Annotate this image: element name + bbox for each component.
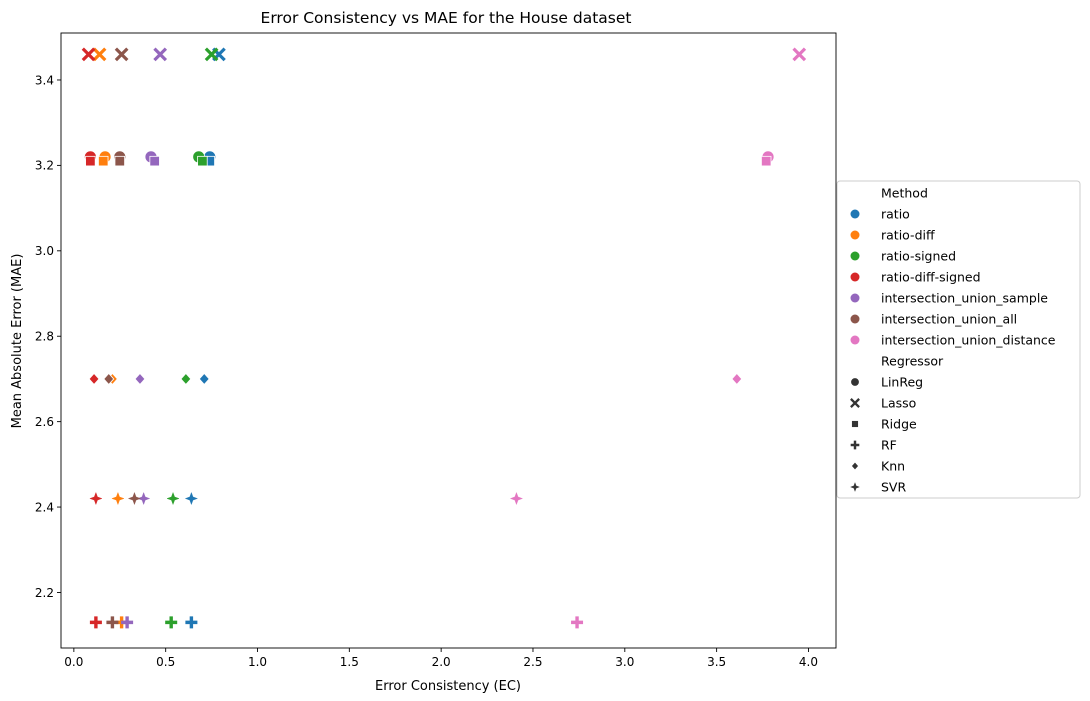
x-tick-label: 2.5	[523, 655, 542, 669]
legend-marker-lasso	[850, 398, 860, 408]
data-point-intersection_union_all-lasso	[114, 47, 129, 62]
legend-item-ratio-diff: ratio-diff	[881, 228, 935, 243]
chart-title: Error Consistency vs MAE for the House d…	[261, 9, 632, 27]
legend-marker-knn	[850, 461, 860, 471]
data-point-ratio-diff-ridge	[98, 155, 109, 167]
data-point-ratio-diff-signed-knn	[88, 372, 100, 386]
x-tick-label: 3.0	[615, 655, 634, 669]
data-point-intersection_union_all-ridge	[114, 155, 125, 167]
legend-item-intersection_union_sample: intersection_union_sample	[881, 291, 1048, 306]
data-point-ratio-diff-signed-rf	[89, 616, 102, 629]
data-point-ratio-diff-lasso	[92, 47, 107, 62]
legend-item-ratio-diff-signed: ratio-diff-signed	[881, 270, 981, 285]
y-tick-label: 2.8	[35, 330, 54, 344]
x-axis: 0.0 0.5 1.0 1.5 2.0 2.5 3.0 3.5 4.0	[64, 648, 818, 669]
legend-item-ratio-signed: ratio-signed	[881, 249, 956, 264]
y-tick-label: 3.2	[35, 159, 54, 173]
legend-item-svr: SVR	[881, 480, 906, 495]
legend-item-ridge: Ridge	[881, 417, 917, 432]
data-point-ratio-diff-signed-svr	[89, 491, 103, 506]
data-point-ratio-signed-knn	[180, 372, 192, 386]
legend-swatch-intersection_union_distance	[850, 335, 860, 345]
data-point-intersection_union_sample-lasso	[153, 47, 168, 62]
x-tick-label: 0.0	[64, 655, 83, 669]
x-axis-label: Error Consistency (EC)	[375, 679, 521, 694]
legend-title-method: Method	[881, 186, 928, 201]
data-point-ratio-signed-ridge	[197, 155, 208, 167]
x-tick-label: 1.5	[340, 655, 359, 669]
y-tick-label: 2.2	[35, 586, 54, 600]
legend-marker-rf	[850, 440, 860, 450]
plot-area	[60, 32, 837, 649]
data-point-ratio-knn	[198, 372, 210, 386]
data-point-intersection_union_all-svr	[127, 491, 142, 506]
data-point-intersection_union_distance-lasso	[792, 47, 807, 62]
legend-marker-svr	[850, 482, 860, 492]
data-point-intersection_union_all-rf	[106, 616, 119, 629]
data-point-ratio-rf	[185, 616, 198, 629]
legend-swatch-intersection_union_all	[850, 314, 860, 324]
y-tick-label: 2.6	[35, 415, 54, 429]
data-point-ratio-svr	[184, 491, 198, 506]
x-tick-label: 2.0	[432, 655, 451, 669]
legend-item-rf: RF	[881, 438, 897, 453]
data-point-intersection_union_sample-rf	[121, 616, 134, 629]
x-tick-label: 4.0	[799, 655, 818, 669]
y-axis: 2.2 2.4 2.6 2.8 3.0 3.2 3.4	[35, 73, 61, 600]
data-point-intersection_union_sample-svr	[137, 491, 151, 506]
y-axis-label: Mean Absolute Error (MAE)	[10, 254, 25, 429]
y-tick-label: 3.0	[35, 244, 54, 258]
data-point-ratio-diff-signed-ridge	[85, 155, 96, 167]
data-point-intersection_union_all-knn	[103, 372, 115, 386]
data-point-intersection_union_distance-rf	[571, 616, 584, 629]
data-point-ratio-signed-rf	[165, 616, 178, 629]
data-point-intersection_union_sample-ridge	[149, 155, 160, 167]
data-point-ratio-diff-signed-lasso	[81, 47, 96, 62]
legend-marker-ridge	[851, 420, 859, 428]
points-layer	[81, 47, 807, 629]
legend-swatch-ratio-diff-signed	[850, 272, 860, 282]
legend-title-regressor: Regressor	[881, 354, 944, 369]
data-point-intersection_union_distance-knn	[731, 372, 743, 386]
legend-item-lasso: Lasso	[881, 396, 916, 411]
y-tick-label: 3.4	[35, 73, 54, 87]
legend-swatch-ratio-diff	[850, 230, 860, 240]
plot-frame	[60, 32, 837, 649]
legend-item-ratio: ratio	[881, 207, 910, 222]
legend-item-intersection_union_distance: intersection_union_distance	[881, 333, 1056, 348]
legend: Method ratio ratio-diff ratio-signed ratio-d…	[836, 180, 1081, 499]
legend-item-linreg: LinReg	[881, 375, 923, 390]
legend-swatch-ratio	[850, 209, 860, 219]
x-tick-label: 1.0	[248, 655, 267, 669]
legend-marker-linreg	[850, 377, 860, 387]
data-point-intersection_union_sample-knn	[134, 372, 146, 386]
legend-swatch-intersection_union_sample	[850, 293, 860, 303]
legend-item-intersection_union_all: intersection_union_all	[881, 312, 1017, 327]
x-tick-label: 3.5	[707, 655, 726, 669]
y-tick-label: 2.4	[35, 500, 54, 514]
data-point-ratio-signed-svr	[166, 491, 180, 506]
data-point-ratio-diff-svr	[111, 491, 125, 506]
legend-box	[836, 180, 1081, 499]
x-tick-label: 0.5	[156, 655, 175, 669]
data-point-ratio-signed-lasso	[204, 47, 219, 62]
data-point-intersection_union_distance-svr	[509, 491, 524, 506]
legend-item-knn: Knn	[881, 459, 905, 474]
data-point-intersection_union_distance-ridge	[761, 155, 772, 167]
legend-swatch-ratio-signed	[850, 251, 860, 261]
